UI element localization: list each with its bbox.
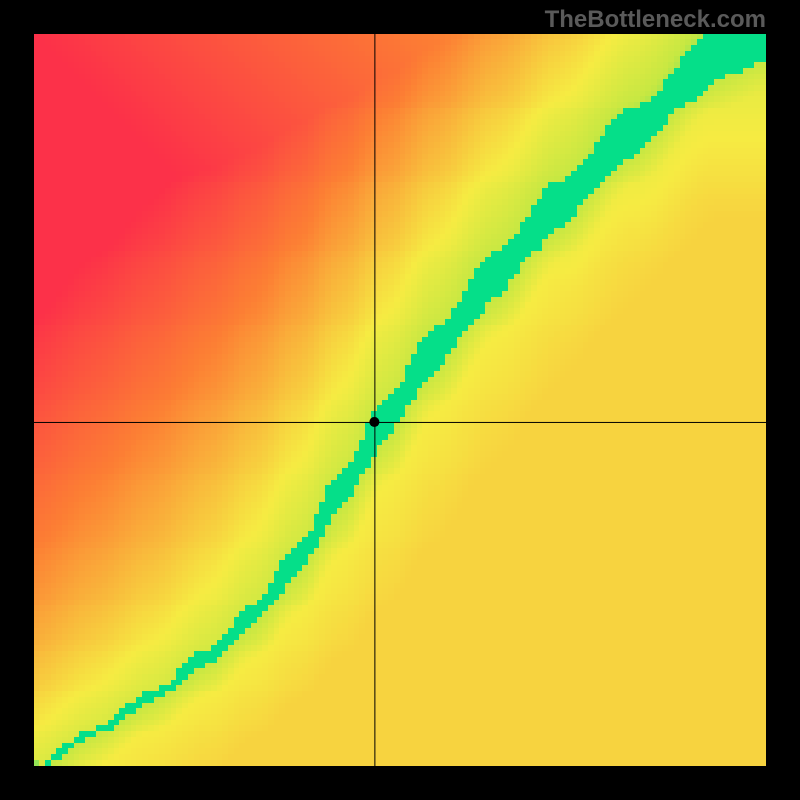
watermark-text: TheBottleneck.com bbox=[545, 6, 766, 34]
plot-border bbox=[34, 34, 766, 766]
